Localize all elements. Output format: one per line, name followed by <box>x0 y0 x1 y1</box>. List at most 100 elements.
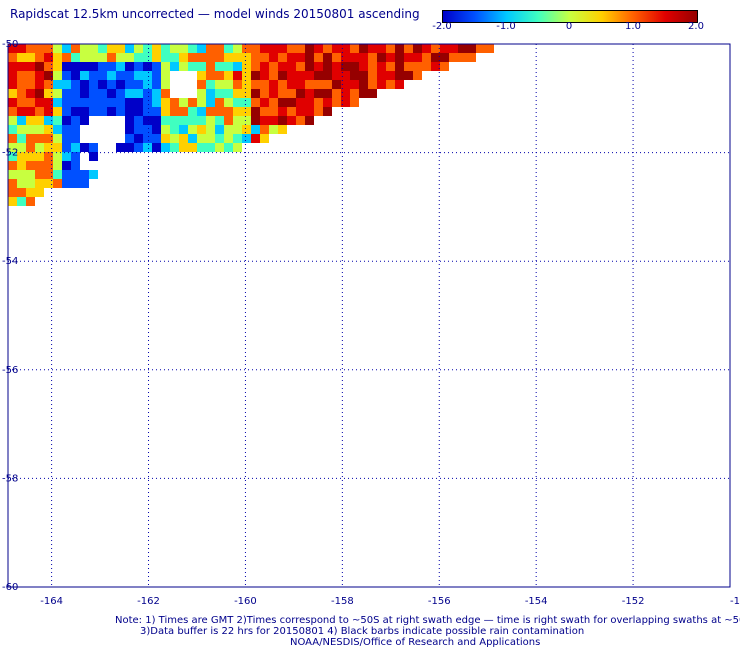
swath-cell <box>386 62 395 71</box>
swath-cell <box>170 44 179 53</box>
swath-cell <box>26 161 35 170</box>
swath-cell <box>188 53 197 62</box>
swath-cell <box>215 53 224 62</box>
swath-cell <box>8 179 17 188</box>
swath-cell <box>62 125 71 134</box>
swath-cell <box>152 62 161 71</box>
swath-cell <box>53 143 62 152</box>
swath-cell <box>197 53 206 62</box>
swath-cell <box>26 143 35 152</box>
swath-cell <box>8 116 17 125</box>
swath-cell <box>386 44 395 53</box>
swath-cell <box>143 89 152 98</box>
swath-cell <box>44 107 53 116</box>
swath-cell <box>332 44 341 53</box>
swath-cell <box>80 89 89 98</box>
swath-cell <box>404 71 413 80</box>
swath-cell <box>305 107 314 116</box>
swath-cell <box>35 161 44 170</box>
swath-cell <box>35 71 44 80</box>
swath-cell <box>206 98 215 107</box>
lat-label: -50 <box>2 39 18 50</box>
swath-cell <box>80 179 89 188</box>
swath-cell <box>116 98 125 107</box>
swath-cell <box>170 125 179 134</box>
swath-cell <box>80 107 89 116</box>
swath-cell <box>251 134 260 143</box>
swath-cell <box>422 62 431 71</box>
swath-cell <box>143 71 152 80</box>
swath-cell <box>323 44 332 53</box>
swath-cell <box>8 107 17 116</box>
swath-cell <box>350 98 359 107</box>
swath-cell <box>134 44 143 53</box>
swath-cell <box>197 125 206 134</box>
swath-cell <box>8 161 17 170</box>
swath-cell <box>449 44 458 53</box>
swath-cell <box>431 44 440 53</box>
lon-label: -154 <box>525 596 548 607</box>
swath-cell <box>314 89 323 98</box>
swath-cell <box>62 98 71 107</box>
swath-cell <box>134 98 143 107</box>
swath-cell <box>62 107 71 116</box>
swath-cell <box>62 89 71 98</box>
swath-cell <box>350 89 359 98</box>
swath-cell <box>44 98 53 107</box>
swath-cell <box>215 80 224 89</box>
swath-cell <box>269 89 278 98</box>
swath-cell <box>278 80 287 89</box>
swath-cell <box>233 134 242 143</box>
swath-cell <box>161 116 170 125</box>
swath-cell <box>53 152 62 161</box>
swath-cell <box>233 116 242 125</box>
swath-cell <box>215 143 224 152</box>
swath-cell <box>305 62 314 71</box>
swath-cell <box>278 53 287 62</box>
swath-cell <box>107 80 116 89</box>
swath-cell <box>44 179 53 188</box>
lon-label: -156 <box>428 596 451 607</box>
swath-cell <box>206 107 215 116</box>
swath-cell <box>413 44 422 53</box>
swath-cell <box>440 62 449 71</box>
swath-cell <box>350 44 359 53</box>
swath-cell <box>188 98 197 107</box>
swath-cell <box>26 53 35 62</box>
swath-cell <box>206 116 215 125</box>
swath-cell <box>89 98 98 107</box>
swath-cell <box>161 143 170 152</box>
swath-cell <box>296 80 305 89</box>
swath-cell <box>53 89 62 98</box>
swath-cell <box>62 44 71 53</box>
swath-cell <box>53 80 62 89</box>
swath-cell <box>17 71 26 80</box>
swath-cell <box>26 62 35 71</box>
swath-cell <box>62 71 71 80</box>
swath-cell <box>215 116 224 125</box>
colorbar-label: -2.0 <box>432 21 452 32</box>
swath-cell <box>323 71 332 80</box>
swath-cell <box>440 53 449 62</box>
swath-cell <box>134 53 143 62</box>
swath-cell <box>125 80 134 89</box>
swath-cell <box>53 116 62 125</box>
swath-cell <box>287 71 296 80</box>
swath-cell <box>197 107 206 116</box>
swath-cell <box>17 170 26 179</box>
swath-cell <box>44 116 53 125</box>
swath-cell <box>350 62 359 71</box>
swath-cell <box>116 143 125 152</box>
swath-cell <box>269 125 278 134</box>
swath-cell <box>278 71 287 80</box>
swath-cell <box>35 44 44 53</box>
swath-cell <box>458 53 467 62</box>
swath-cell <box>26 98 35 107</box>
swath-cell <box>170 143 179 152</box>
swath-cell <box>359 89 368 98</box>
swath-cell <box>386 53 395 62</box>
swath-cell <box>287 89 296 98</box>
swath-cell <box>134 80 143 89</box>
swath-cell <box>314 107 323 116</box>
swath-cell <box>26 44 35 53</box>
